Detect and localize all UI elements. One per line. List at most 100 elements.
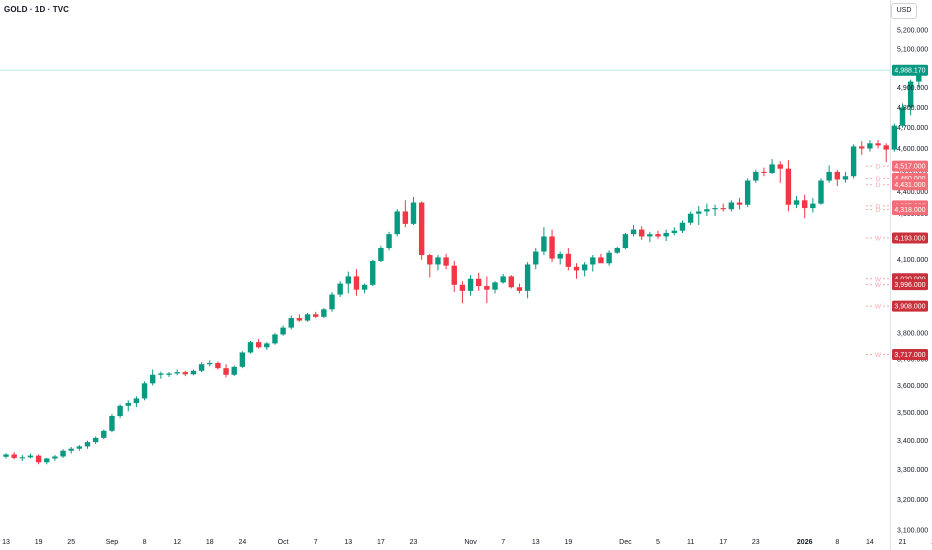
- candle[interactable]: [304, 313, 311, 322]
- candle[interactable]: [883, 143, 889, 163]
- candle[interactable]: [524, 262, 531, 299]
- candle[interactable]: [255, 338, 262, 349]
- candle[interactable]: [198, 362, 205, 373]
- candle[interactable]: [313, 311, 319, 319]
- candle[interactable]: [125, 400, 131, 412]
- candle[interactable]: [44, 457, 50, 465]
- candle[interactable]: [141, 381, 148, 401]
- price-level[interactable]: D 4,517.000: [866, 160, 928, 172]
- candle[interactable]: [533, 248, 539, 270]
- candle[interactable]: [158, 371, 164, 379]
- candle[interactable]: [728, 200, 735, 212]
- candle[interactable]: [573, 263, 580, 279]
- price-level[interactable]: W 3,717.000: [866, 349, 928, 361]
- candle[interactable]: [11, 452, 17, 460]
- candle[interactable]: [663, 229, 669, 242]
- candle[interactable]: [687, 211, 694, 226]
- candle[interactable]: [842, 171, 849, 183]
- candle[interactable]: [516, 283, 523, 294]
- candle[interactable]: [891, 123, 898, 152]
- candle[interactable]: [492, 281, 498, 294]
- candle[interactable]: [76, 444, 83, 451]
- candle[interactable]: [590, 255, 596, 272]
- candle[interactable]: [174, 369, 180, 376]
- candle[interactable]: [435, 255, 441, 271]
- price-level[interactable]: W 3,908.000: [866, 300, 928, 312]
- candle[interactable]: [272, 333, 278, 345]
- candle[interactable]: [231, 365, 237, 377]
- candle[interactable]: [35, 454, 42, 465]
- candle[interactable]: [133, 396, 140, 408]
- candle[interactable]: [598, 253, 604, 264]
- candle[interactable]: [459, 281, 466, 304]
- candle[interactable]: [508, 275, 514, 289]
- candle[interactable]: [671, 227, 677, 236]
- candle[interactable]: [394, 209, 400, 237]
- candle[interactable]: [581, 262, 588, 277]
- candle[interactable]: [744, 178, 751, 207]
- candle[interactable]: [101, 429, 107, 440]
- candle[interactable]: [484, 276, 490, 304]
- candle[interactable]: [345, 271, 351, 294]
- candle[interactable]: [810, 198, 816, 213]
- candle[interactable]: [630, 225, 637, 237]
- candle[interactable]: [321, 308, 327, 319]
- candle[interactable]: [288, 315, 294, 330]
- candle[interactable]: [622, 233, 629, 250]
- candle[interactable]: [223, 364, 229, 378]
- candle[interactable]: [361, 283, 368, 294]
- candle[interactable]: [720, 203, 726, 212]
- price-level[interactable]: W 3,996.000: [866, 279, 928, 291]
- price-level[interactable]: D 4,318.000: [866, 204, 928, 216]
- candle[interactable]: [109, 414, 115, 433]
- candle[interactable]: [60, 449, 66, 458]
- currency-selector[interactable]: USD: [891, 3, 917, 19]
- candle[interactable]: [850, 144, 857, 179]
- candle[interactable]: [215, 361, 221, 370]
- candle[interactable]: [370, 259, 376, 287]
- candle[interactable]: [793, 195, 800, 209]
- candle[interactable]: [402, 200, 409, 228]
- candle[interactable]: [386, 231, 392, 251]
- price-level[interactable]: D 4,431.000: [866, 179, 928, 191]
- candle[interactable]: [818, 178, 824, 205]
- candle[interactable]: [753, 169, 759, 183]
- candle[interactable]: [150, 369, 156, 386]
- candle[interactable]: [500, 273, 506, 284]
- candle[interactable]: [443, 253, 449, 270]
- candle[interactable]: [19, 455, 25, 461]
- candle[interactable]: [736, 198, 743, 210]
- candle[interactable]: [427, 253, 433, 278]
- candle[interactable]: [679, 220, 686, 234]
- candle[interactable]: [337, 281, 343, 297]
- candle[interactable]: [239, 351, 246, 369]
- candle[interactable]: [68, 446, 74, 454]
- candle[interactable]: [467, 275, 474, 296]
- candle[interactable]: [264, 342, 270, 350]
- candle[interactable]: [329, 292, 335, 312]
- candle[interactable]: [557, 251, 563, 265]
- candle[interactable]: [647, 231, 653, 243]
- candle[interactable]: [247, 340, 254, 354]
- candle[interactable]: [696, 205, 702, 226]
- candle[interactable]: [614, 246, 620, 254]
- candle[interactable]: [785, 160, 792, 212]
- candle[interactable]: [166, 372, 172, 377]
- symbol-title[interactable]: GOLD · 1D · TVC: [4, 5, 70, 14]
- candle[interactable]: [182, 370, 188, 377]
- candle[interactable]: [907, 79, 914, 116]
- candle[interactable]: [52, 455, 58, 461]
- candle[interactable]: [826, 165, 832, 183]
- candle[interactable]: [3, 453, 9, 459]
- candle[interactable]: [84, 440, 91, 449]
- candle[interactable]: [802, 194, 808, 219]
- candle[interactable]: [353, 269, 360, 296]
- candle[interactable]: [834, 169, 840, 187]
- candle[interactable]: [549, 229, 555, 263]
- candle[interactable]: [704, 203, 710, 216]
- candle[interactable]: [606, 250, 612, 266]
- price-level[interactable]: W 4,193.000: [866, 232, 928, 244]
- candle[interactable]: [296, 314, 303, 322]
- candle[interactable]: [190, 369, 197, 376]
